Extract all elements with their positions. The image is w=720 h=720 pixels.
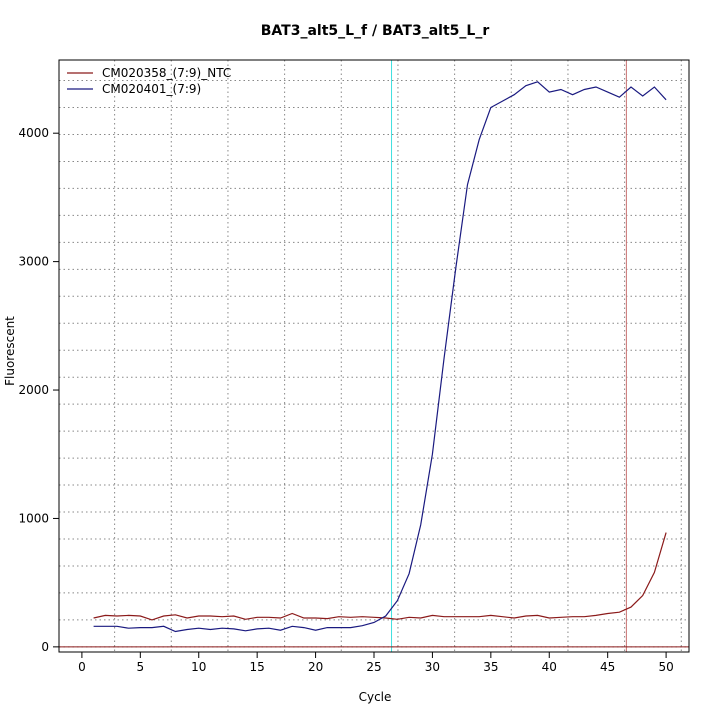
x-tick-label: 15 [250, 660, 265, 674]
x-tick-label: 25 [366, 660, 381, 674]
y-tick-label: 1000 [18, 511, 49, 525]
y-axis: 0 1000 2000 3000 4000 [18, 126, 60, 654]
y-tick-label: 0 [41, 640, 49, 654]
x-tick-label: 40 [542, 660, 557, 674]
x-tick-label: 35 [483, 660, 498, 674]
legend-label-2: CM020401_(7:9) [102, 82, 201, 96]
y-tick-label: 2000 [18, 383, 49, 397]
x-tick-label: 45 [600, 660, 615, 674]
x-axis-label: Cycle [359, 690, 392, 704]
y-tick-label: 4000 [18, 126, 49, 140]
x-tick-label: 50 [658, 660, 673, 674]
legend-label-1: CM020358_(7:9)_NTC [102, 66, 231, 80]
x-tick-label: 5 [137, 660, 145, 674]
grid-layer [59, 60, 689, 652]
plot-frame [58, 59, 690, 653]
y-tick-label: 3000 [18, 255, 49, 269]
x-tick-label: 0 [78, 660, 86, 674]
chart-title: BAT3_alt5_L_f / BAT3_alt5_L_r [261, 23, 490, 39]
legend: CM020358_(7:9)_NTC CM020401_(7:9) [67, 66, 231, 96]
x-tick-label: 20 [308, 660, 323, 674]
x-tick-label: 30 [425, 660, 440, 674]
series-line-2 [93, 81, 667, 633]
x-axis: 0 5 10 15 20 25 30 35 40 45 50 [78, 651, 674, 674]
y-axis-label: Fluorescent [3, 316, 17, 386]
series-line-1 [93, 532, 667, 621]
reference-lines [59, 60, 689, 652]
x-tick-label: 10 [191, 660, 206, 674]
series-layer [93, 81, 667, 633]
